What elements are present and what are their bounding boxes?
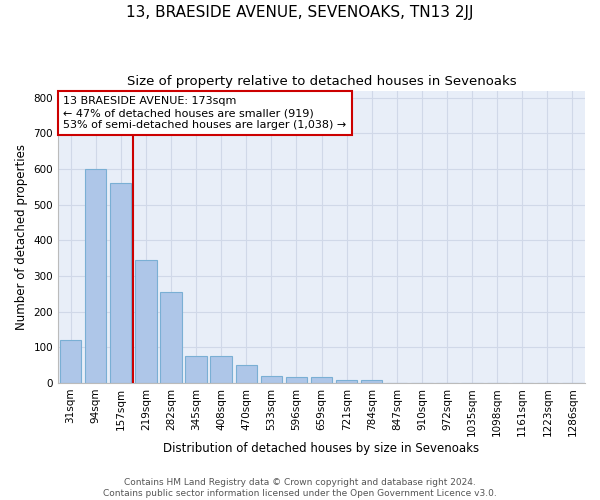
Text: 13, BRAESIDE AVENUE, SEVENOAKS, TN13 2JJ: 13, BRAESIDE AVENUE, SEVENOAKS, TN13 2JJ xyxy=(126,5,474,20)
Y-axis label: Number of detached properties: Number of detached properties xyxy=(15,144,28,330)
Text: Contains HM Land Registry data © Crown copyright and database right 2024.
Contai: Contains HM Land Registry data © Crown c… xyxy=(103,478,497,498)
Bar xyxy=(211,356,232,383)
Bar xyxy=(60,340,81,383)
Bar xyxy=(260,376,282,383)
Bar xyxy=(85,169,106,383)
Title: Size of property relative to detached houses in Sevenoaks: Size of property relative to detached ho… xyxy=(127,75,517,88)
Bar xyxy=(160,292,182,383)
Bar xyxy=(336,380,357,383)
Bar xyxy=(311,378,332,383)
Text: 13 BRAESIDE AVENUE: 173sqm
← 47% of detached houses are smaller (919)
53% of sem: 13 BRAESIDE AVENUE: 173sqm ← 47% of deta… xyxy=(64,96,347,130)
Bar xyxy=(110,183,131,383)
Bar xyxy=(236,365,257,383)
Bar xyxy=(135,260,157,383)
Bar xyxy=(286,378,307,383)
X-axis label: Distribution of detached houses by size in Sevenoaks: Distribution of detached houses by size … xyxy=(163,442,479,455)
Bar xyxy=(185,356,207,383)
Bar xyxy=(361,380,382,383)
